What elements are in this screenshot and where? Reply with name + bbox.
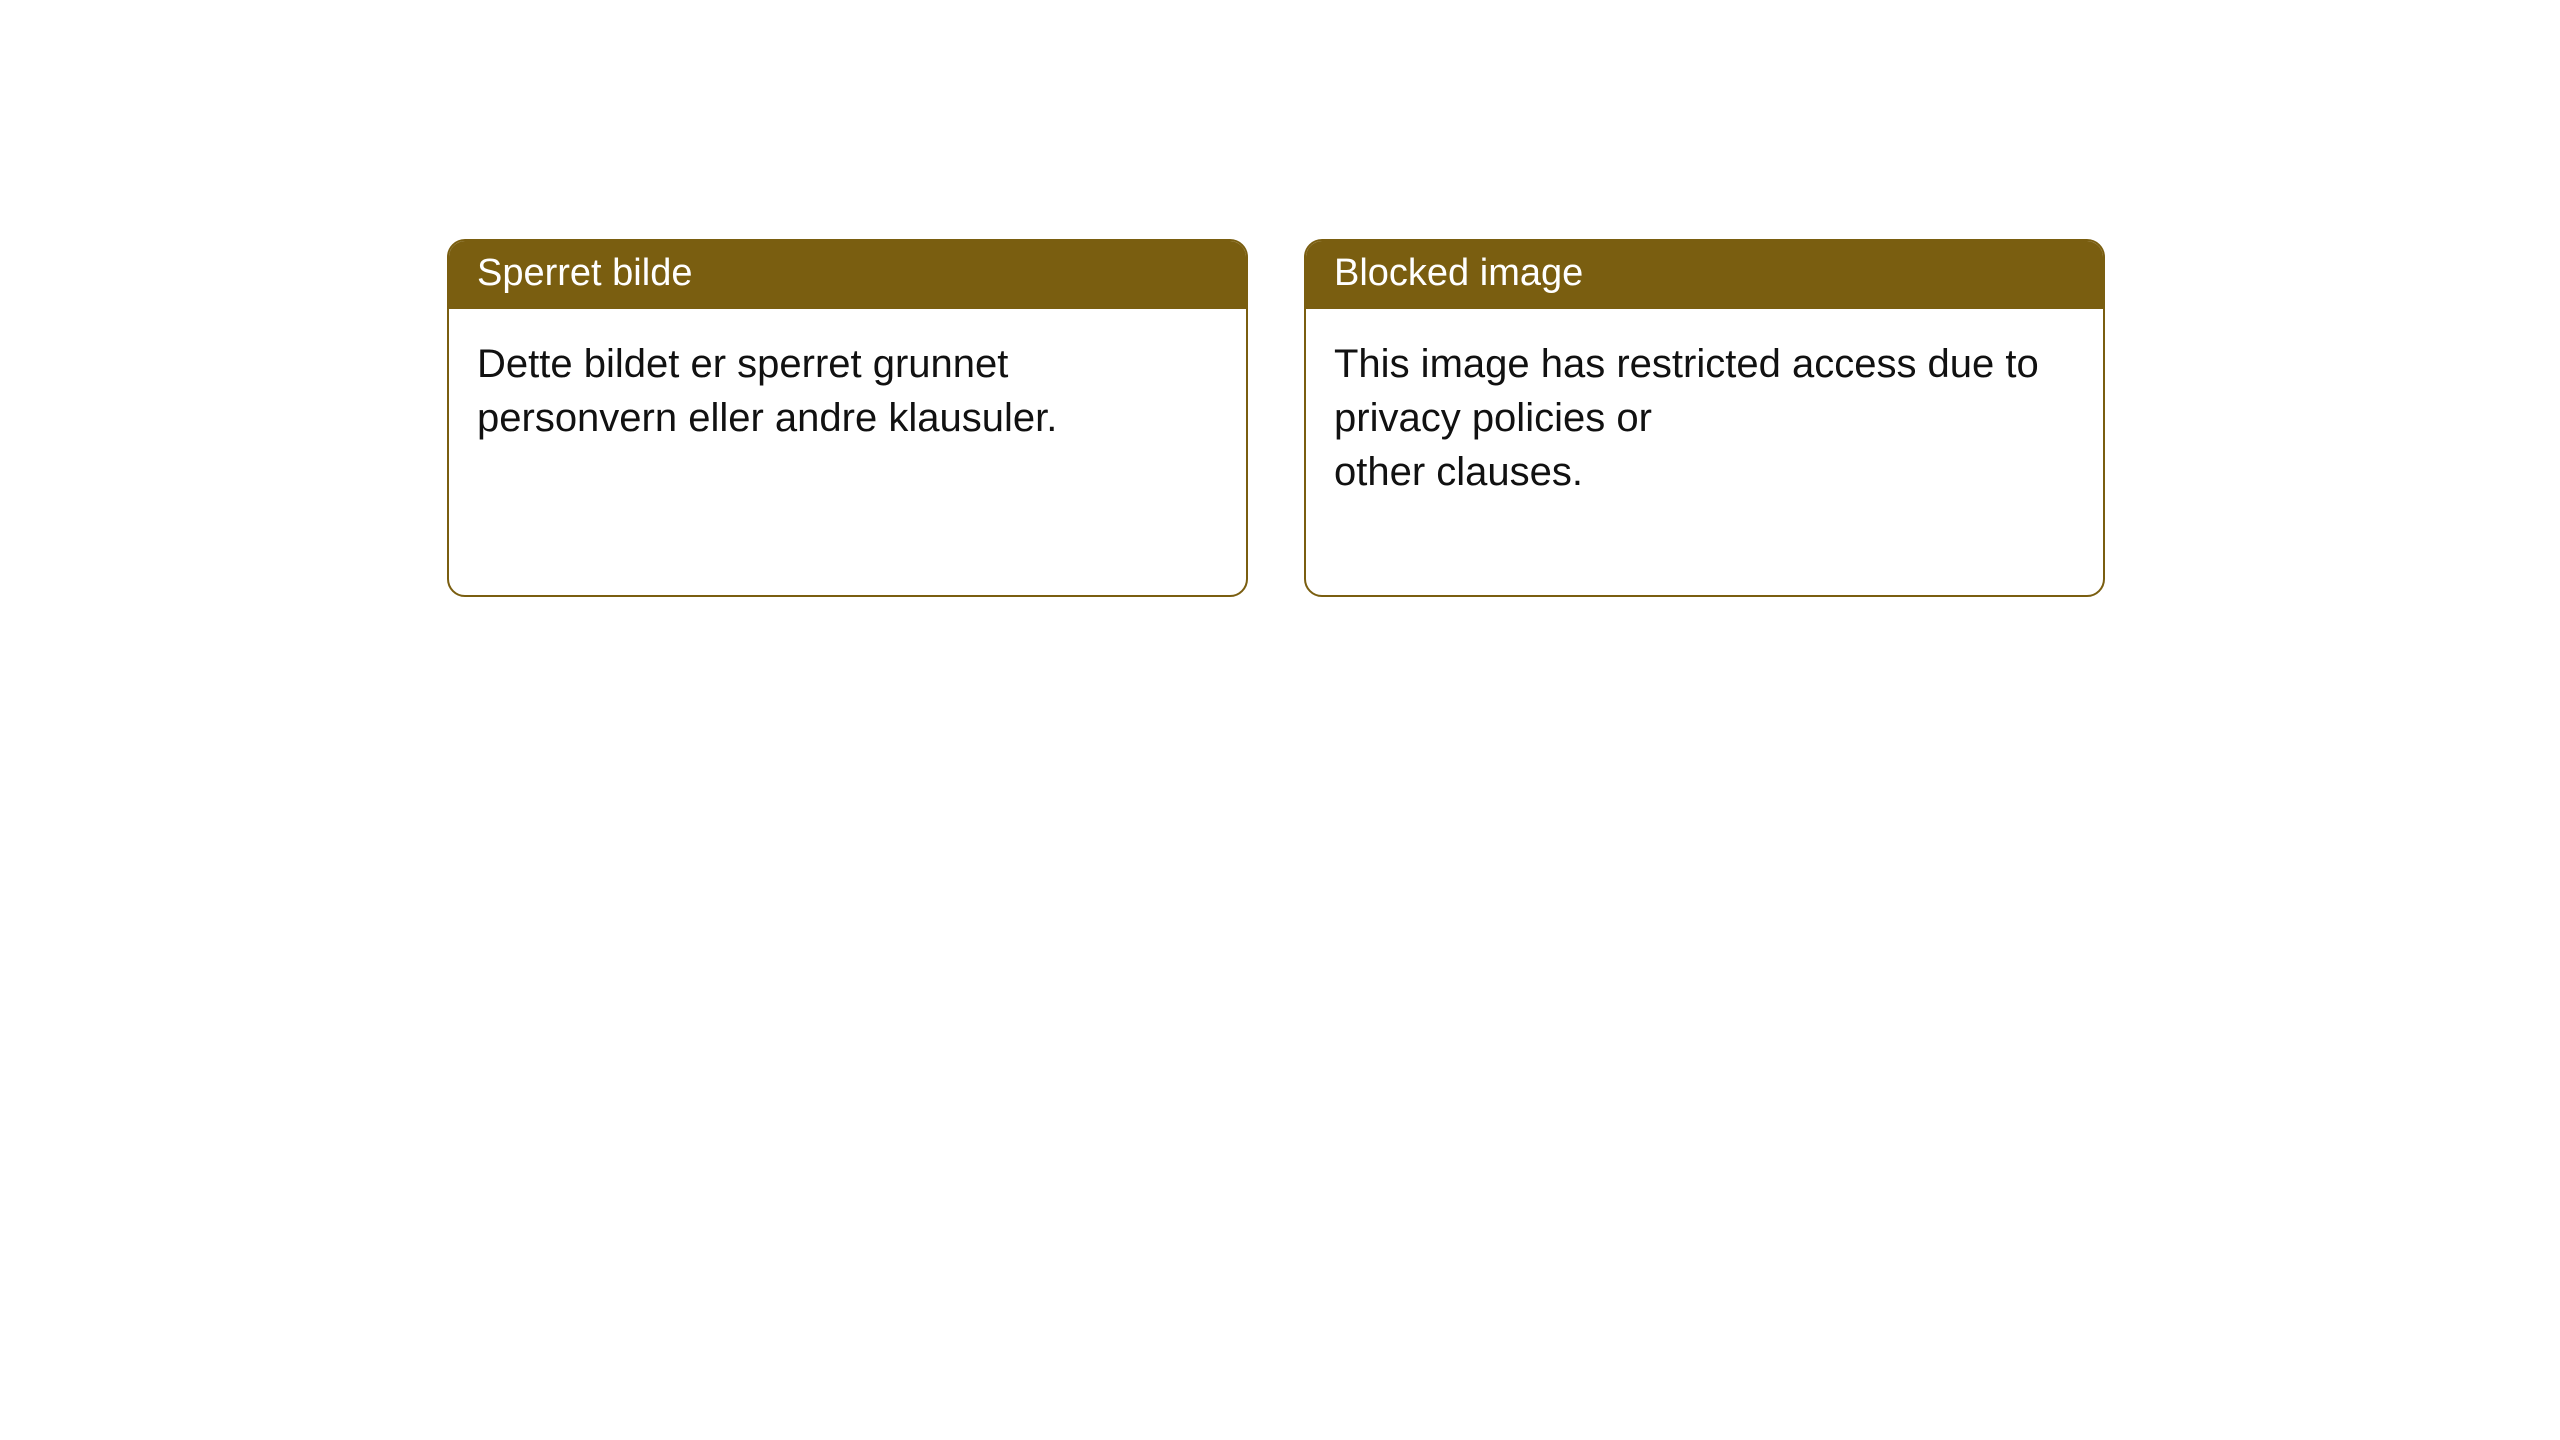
notice-body-en: This image has restricted access due to … bbox=[1306, 309, 2103, 595]
notice-header-en: Blocked image bbox=[1306, 241, 2103, 309]
notice-card-no: Sperret bilde Dette bildet er sperret gr… bbox=[447, 239, 1248, 597]
notice-container: Sperret bilde Dette bildet er sperret gr… bbox=[447, 239, 2105, 597]
notice-card-en: Blocked image This image has restricted … bbox=[1304, 239, 2105, 597]
notice-header-no: Sperret bilde bbox=[449, 241, 1246, 309]
notice-body-no: Dette bildet er sperret grunnet personve… bbox=[449, 309, 1246, 581]
